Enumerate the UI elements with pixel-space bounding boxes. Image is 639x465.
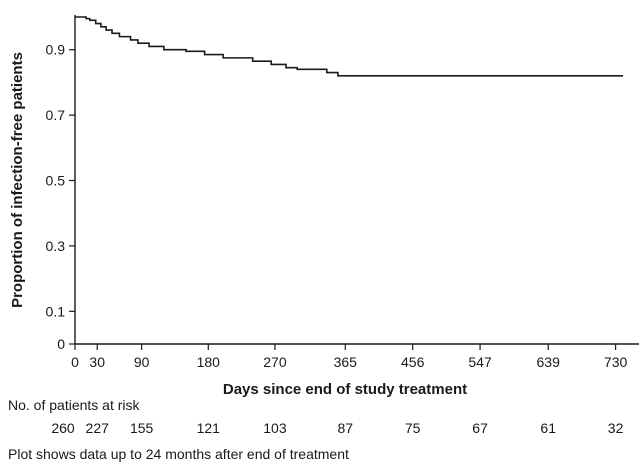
x-tick-label: 90: [134, 354, 150, 370]
y-axis-title: Proportion of infection-free patients: [9, 52, 26, 308]
x-tick-label: 30: [89, 354, 105, 370]
y-tick-label: 0: [57, 336, 65, 352]
y-tick-label: 0.1: [46, 303, 66, 319]
risk-count: 87: [338, 420, 354, 436]
y-tick-label: 0.3: [46, 238, 66, 254]
x-ticks: 0 30 90 180 270 365 456 547 639 730: [71, 344, 627, 370]
risk-table-counts: 260 227 155 121 103 87 75 67 61 32: [51, 420, 623, 436]
y-ticks: 0 0.1 0.3 0.5 0.7 0.9: [46, 42, 75, 352]
risk-count: 155: [130, 420, 154, 436]
km-survival-curve: [75, 16, 623, 77]
survival-curves: [75, 16, 623, 77]
risk-count: 260: [51, 420, 75, 436]
risk-count: 227: [86, 420, 110, 436]
axes: [74, 15, 639, 345]
x-tick-label: 730: [604, 354, 628, 370]
x-tick-label: 270: [263, 354, 287, 370]
y-tick-label: 0.9: [46, 42, 66, 58]
y-tick-label: 0.5: [46, 173, 66, 189]
risk-table-label: No. of patients at risk: [8, 397, 140, 413]
x-tick-label: 547: [468, 354, 492, 370]
risk-count: 32: [608, 420, 624, 436]
y-tick-label: 0.7: [46, 107, 66, 123]
x-tick-label: 456: [401, 354, 425, 370]
x-axis-title: Days since end of study treatment: [223, 381, 467, 398]
risk-count: 103: [263, 420, 287, 436]
risk-count: 61: [540, 420, 556, 436]
x-tick-label: 180: [197, 354, 221, 370]
x-tick-label: 365: [334, 354, 358, 370]
x-tick-label: 0: [71, 354, 79, 370]
footnote: Plot shows data up to 24 months after en…: [8, 446, 349, 462]
x-tick-label: 639: [537, 354, 561, 370]
risk-count: 75: [405, 420, 421, 436]
risk-count: 67: [472, 420, 488, 436]
risk-count: 121: [197, 420, 221, 436]
